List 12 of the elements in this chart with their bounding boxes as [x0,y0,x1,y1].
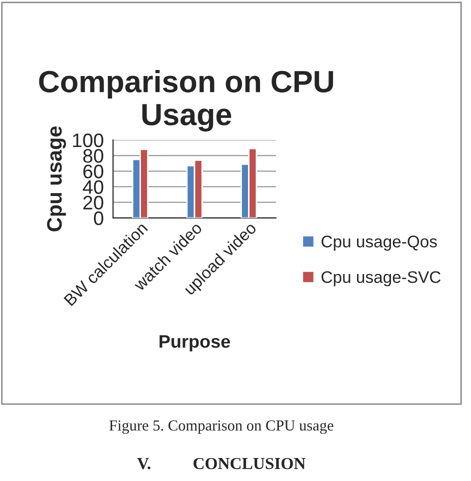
legend-label: Cpu usage-SVC [322,271,441,286]
x-axis-title: Purpose [160,335,230,352]
y-tick-label: 0 [94,211,104,226]
legend-label: Cpu usage-Qos [322,236,437,251]
y-tick-label: 100 [73,133,104,148]
text: V. CONCLUSION [137,458,306,470]
y-tick-label: 60 [83,164,104,178]
y-tick-label: 20 [83,196,104,210]
y-tick-label: 80 [83,149,104,163]
caption: Figure 5. Comparison on CPU usage [109,420,334,434]
y-axis-title: Cpu usage [47,126,66,232]
y-tick-label: 40 [82,180,104,194]
